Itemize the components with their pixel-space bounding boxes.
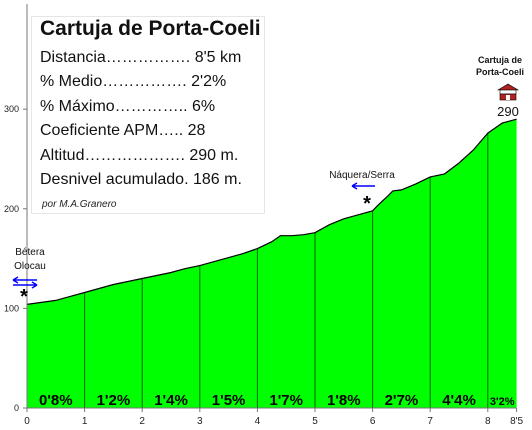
end-altitude-label: 290: [497, 104, 519, 119]
annotations: 0'8% 1'2% 1'4% 1'5% 1'7% 1'8% 2'7% 4'4% 3'2% Béte…: [12, 55, 524, 409]
x-tick-label: 8: [485, 416, 491, 427]
profile-area: [27, 119, 517, 408]
end-label-cartuja: Cartuja de: [478, 55, 522, 65]
author-credit: por M.A.Granero: [42, 199, 117, 210]
start-label-olocau: Olocau: [14, 261, 46, 272]
segment-grade-label: 3'2%: [490, 396, 515, 408]
junction-marker: *: [363, 193, 371, 215]
x-tick-label: 8'5: [510, 416, 523, 427]
monastery-icon: [496, 83, 520, 101]
info-altitude: Altitud………………. 290 m.: [40, 147, 239, 164]
x-tick-label: 6: [370, 416, 376, 427]
segment-grade-label: 0'8%: [39, 392, 73, 409]
start-marker: *: [20, 286, 28, 308]
end-label-porta-coeli: Porta-Coeli: [476, 67, 524, 77]
x-tick-label: 7: [427, 416, 433, 427]
info-average-grade: % Medio……………. 2'2%: [40, 73, 227, 90]
segment-grade-label: 1'7%: [269, 392, 303, 409]
y-tick-label: 300: [4, 104, 19, 114]
x-tick-label: 0: [24, 416, 30, 427]
info-distance: Distancia……………. 8'5 km: [40, 49, 242, 66]
plot-area: [26, 118, 517, 408]
y-tick-label: 0: [14, 403, 19, 413]
start-direction-arrows-icon: [12, 276, 38, 289]
x-tick-label: 1: [82, 416, 88, 427]
x-tick-label: 5: [312, 416, 318, 427]
info-box: [31, 16, 265, 214]
segment-grade-label: 2'7%: [385, 392, 419, 409]
x-tick-label: 3: [197, 416, 203, 427]
y-tick-label: 100: [4, 303, 19, 313]
info-apm-coefficient: Coeficiente APM….. 28: [40, 122, 206, 139]
x-tick-label: 2: [139, 416, 145, 427]
axes: 0 100 200 300 0 1 2 3 4 5 6 7 8 8'5: [4, 4, 524, 427]
info-cumulative-climb: Desnivel acumulado. 186 m.: [40, 171, 242, 188]
segment-grade-label: 4'4%: [442, 392, 476, 409]
chart-title: Cartuja de Porta-Coeli: [40, 17, 261, 40]
junction-arrow-icon: [351, 182, 375, 190]
x-tick-label: 4: [255, 416, 261, 427]
profile-line: [26, 118, 517, 305]
info-max-grade: % Máximo………….. 6%: [40, 98, 216, 115]
junction-label: Náquera/Serra: [329, 170, 395, 181]
segment-grade-label: 1'2%: [97, 392, 131, 409]
segment-grade-label: 1'4%: [154, 392, 188, 409]
y-tick-label: 200: [4, 204, 19, 214]
segment-grade-label: 1'8%: [327, 392, 361, 409]
segment-grade-label: 1'5%: [212, 392, 246, 409]
start-label-betera: Bétera: [15, 247, 45, 258]
